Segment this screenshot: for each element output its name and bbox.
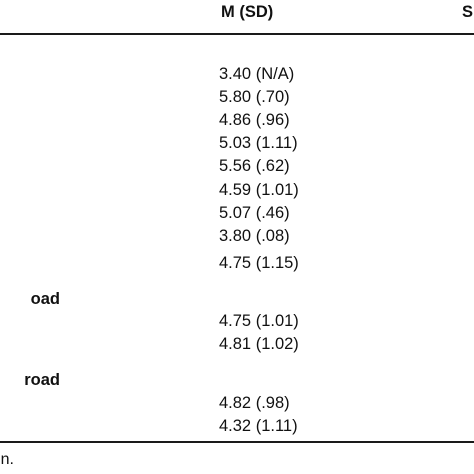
header-rule [0,33,474,35]
section-label-2-text: road [24,371,60,389]
table-cell-msd: 4.75 (1.15) [219,254,299,272]
section-label-1-text: oad [30,290,60,308]
table-cell-msd: 5.80 (.70) [219,88,290,106]
table-cell-msd: 4.86 (.96) [219,111,290,129]
table-cell-msd: 4.32 (1.11) [219,417,298,435]
table-cell-msd: 4.81 (1.02) [219,335,299,353]
section-label-1: oad [0,289,60,309]
column-header-msd: M (SD) [221,3,274,21]
footnote: n. [0,450,14,470]
table-cell-msd: 5.56 (.62) [219,157,290,175]
table-cell-msd: 4.59 (1.01) [219,181,299,199]
bottom-rule [0,441,474,443]
table-cell-msd: 4.75 (1.01) [219,312,299,330]
column-header-right-partial: S [462,3,474,21]
table-cell-msd: 4.82 (.98) [219,394,290,412]
section-label-2: road [0,370,60,390]
table-cell-msd: 3.40 (N/A) [219,65,295,83]
table-cell-msd: 3.80 (.08) [219,227,290,245]
table-cell-msd: 5.03 (1.11) [219,134,298,152]
footnote-text: n. [0,451,14,468]
table-cell-msd: 5.07 (.46) [219,204,290,222]
